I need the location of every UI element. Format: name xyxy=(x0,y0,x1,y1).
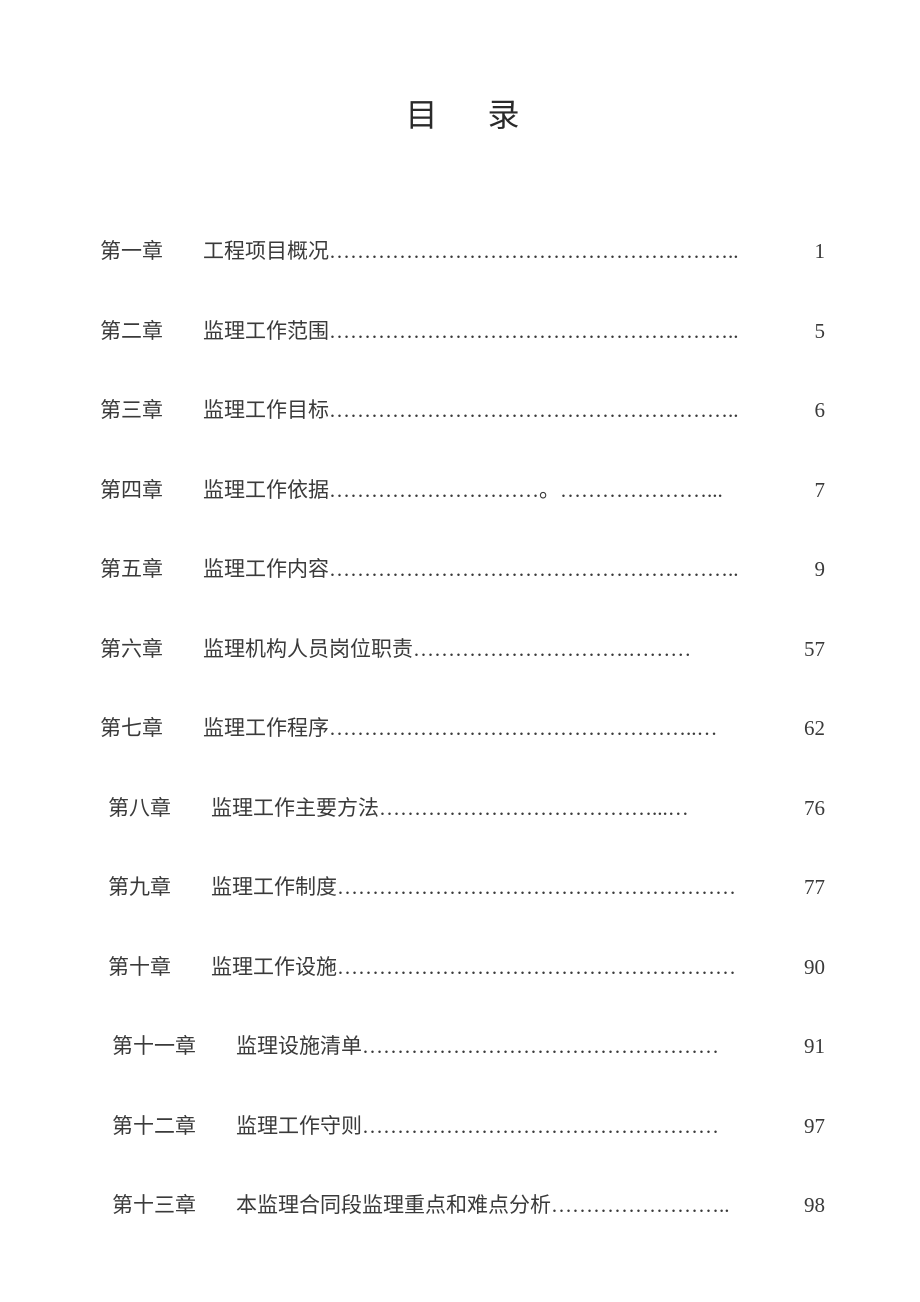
toc-entry: 第九章 监理工作制度…………………………………………………77 xyxy=(100,872,825,904)
chapter-label: 第二章 xyxy=(100,316,163,348)
page-number: 57 xyxy=(802,634,825,666)
leader-dots: ………………………………………………… xyxy=(337,952,802,984)
leader-dots: ………………………………………………… xyxy=(337,872,802,904)
page-number: 1 xyxy=(813,236,826,268)
chapter-title: 监理工作依据 xyxy=(203,475,329,507)
toc-entry: 第四章 监理工作依据…………………………。…………………...7 xyxy=(100,475,825,507)
leader-dots: …………………………………...… xyxy=(379,793,802,825)
chapter-label: 第三章 xyxy=(100,395,163,427)
chapter-title: 监理工作设施 xyxy=(211,952,337,984)
page-number: 76 xyxy=(802,793,825,825)
page-number: 90 xyxy=(802,952,825,984)
chapter-title: 监理设施清单 xyxy=(236,1031,362,1063)
leader-dots: ………………………….……… xyxy=(413,634,802,666)
chapter-title: 监理工作程序 xyxy=(203,713,329,745)
leader-dots: ……………………………………………..… xyxy=(329,713,802,745)
chapter-label: 第八章 xyxy=(108,793,171,825)
chapter-title: 监理机构人员岗位职责 xyxy=(203,634,413,666)
chapter-title: 监理工作制度 xyxy=(211,872,337,904)
page-number: 62 xyxy=(802,713,825,745)
chapter-title: 工程项目概况 xyxy=(203,236,329,268)
toc-entry: 第二章 监理工作范围…………………………………………………..5 xyxy=(100,316,825,348)
chapter-label: 第五章 xyxy=(100,554,163,586)
entry-right: 本监理合同段监理重点和难点分析…………………….. 98 xyxy=(236,1190,825,1222)
entry-right: 监理工作目标…………………………………………………..6 xyxy=(203,395,825,427)
chapter-title: 监理工作范围 xyxy=(203,316,329,348)
chapter-label: 第九章 xyxy=(108,872,171,904)
toc-entry: 第十一章 监理设施清单……………………………………………91 xyxy=(100,1031,825,1063)
chapter-title: 监理工作主要方法 xyxy=(211,793,379,825)
entry-right: 监理工作主要方法…………………………………...…76 xyxy=(211,793,825,825)
leader-dots: …………………………………………… xyxy=(362,1031,802,1063)
chapter-label: 第十一章 xyxy=(112,1031,196,1063)
entry-right: 监理工作守则……………………………………………97 xyxy=(236,1111,825,1143)
toc-entry: 第十三章 本监理合同段监理重点和难点分析…………………….. 98 xyxy=(100,1190,825,1222)
page-number: 5 xyxy=(813,316,826,348)
page-number: 77 xyxy=(802,872,825,904)
entry-right: 监理设施清单……………………………………………91 xyxy=(236,1031,825,1063)
leader-dots: ………………………………………………….. xyxy=(329,316,813,348)
toc-entry: 第十章 监理工作设施…………………………………………………90 xyxy=(100,952,825,984)
entry-right: 监理工作制度…………………………………………………77 xyxy=(211,872,825,904)
entry-right: 监理工作程序……………………………………………..…62 xyxy=(203,713,825,745)
toc-entry: 第一章 工程项目概况…………………………………………………..1 xyxy=(100,236,825,268)
toc-entry: 第八章 监理工作主要方法…………………………………...…76 xyxy=(100,793,825,825)
toc-entry: 第十二章 监理工作守则……………………………………………97 xyxy=(100,1111,825,1143)
chapter-label: 第十二章 xyxy=(112,1111,196,1143)
toc-entry: 第三章 监理工作目标…………………………………………………..6 xyxy=(100,395,825,427)
toc-entry: 第五章 监理工作内容………………………………………………….. 9 xyxy=(100,554,825,586)
chapter-title: 监理工作目标 xyxy=(203,395,329,427)
table-of-contents: 第一章工程项目概况…………………………………………………..1第二章监理工作范围… xyxy=(100,236,825,1222)
document-title: 目录 xyxy=(100,90,825,136)
page-number: 6 xyxy=(813,395,826,427)
leader-dots: …………………….. xyxy=(551,1190,802,1222)
leader-dots: ………………………………………………….. xyxy=(329,236,813,268)
chapter-label: 第一章 xyxy=(100,236,163,268)
chapter-label: 第七章 xyxy=(100,713,163,745)
entry-right: 监理工作设施…………………………………………………90 xyxy=(211,952,825,984)
toc-entry: 第七章 监理工作程序……………………………………………..…62 xyxy=(100,713,825,745)
leader-dots: ………………………………………………….. xyxy=(329,554,813,586)
leader-dots: …………………………。…………………... xyxy=(329,475,813,507)
page-number: 98 xyxy=(802,1190,825,1222)
entry-right: 工程项目概况…………………………………………………..1 xyxy=(203,236,825,268)
page-number: 7 xyxy=(813,475,826,507)
entry-right: 监理机构人员岗位职责………………………….………57 xyxy=(203,634,825,666)
page-number: 97 xyxy=(802,1111,825,1143)
entry-right: 监理工作内容………………………………………………….. 9 xyxy=(203,554,825,586)
entry-right: 监理工作范围…………………………………………………..5 xyxy=(203,316,825,348)
page-number: 91 xyxy=(802,1031,825,1063)
chapter-title: 监理工作守则 xyxy=(236,1111,362,1143)
chapter-label: 第六章 xyxy=(100,634,163,666)
leader-dots: …………………………………………… xyxy=(362,1111,802,1143)
chapter-label: 第十章 xyxy=(108,952,171,984)
entry-right: 监理工作依据…………………………。…………………...7 xyxy=(203,475,825,507)
page-number: 9 xyxy=(813,554,826,586)
toc-entry: 第六章 监理机构人员岗位职责………………………….………57 xyxy=(100,634,825,666)
chapter-label: 第四章 xyxy=(100,475,163,507)
leader-dots: ………………………………………………….. xyxy=(329,395,813,427)
chapter-label: 第十三章 xyxy=(112,1190,196,1222)
chapter-title: 本监理合同段监理重点和难点分析 xyxy=(236,1190,551,1222)
chapter-title: 监理工作内容 xyxy=(203,554,329,586)
